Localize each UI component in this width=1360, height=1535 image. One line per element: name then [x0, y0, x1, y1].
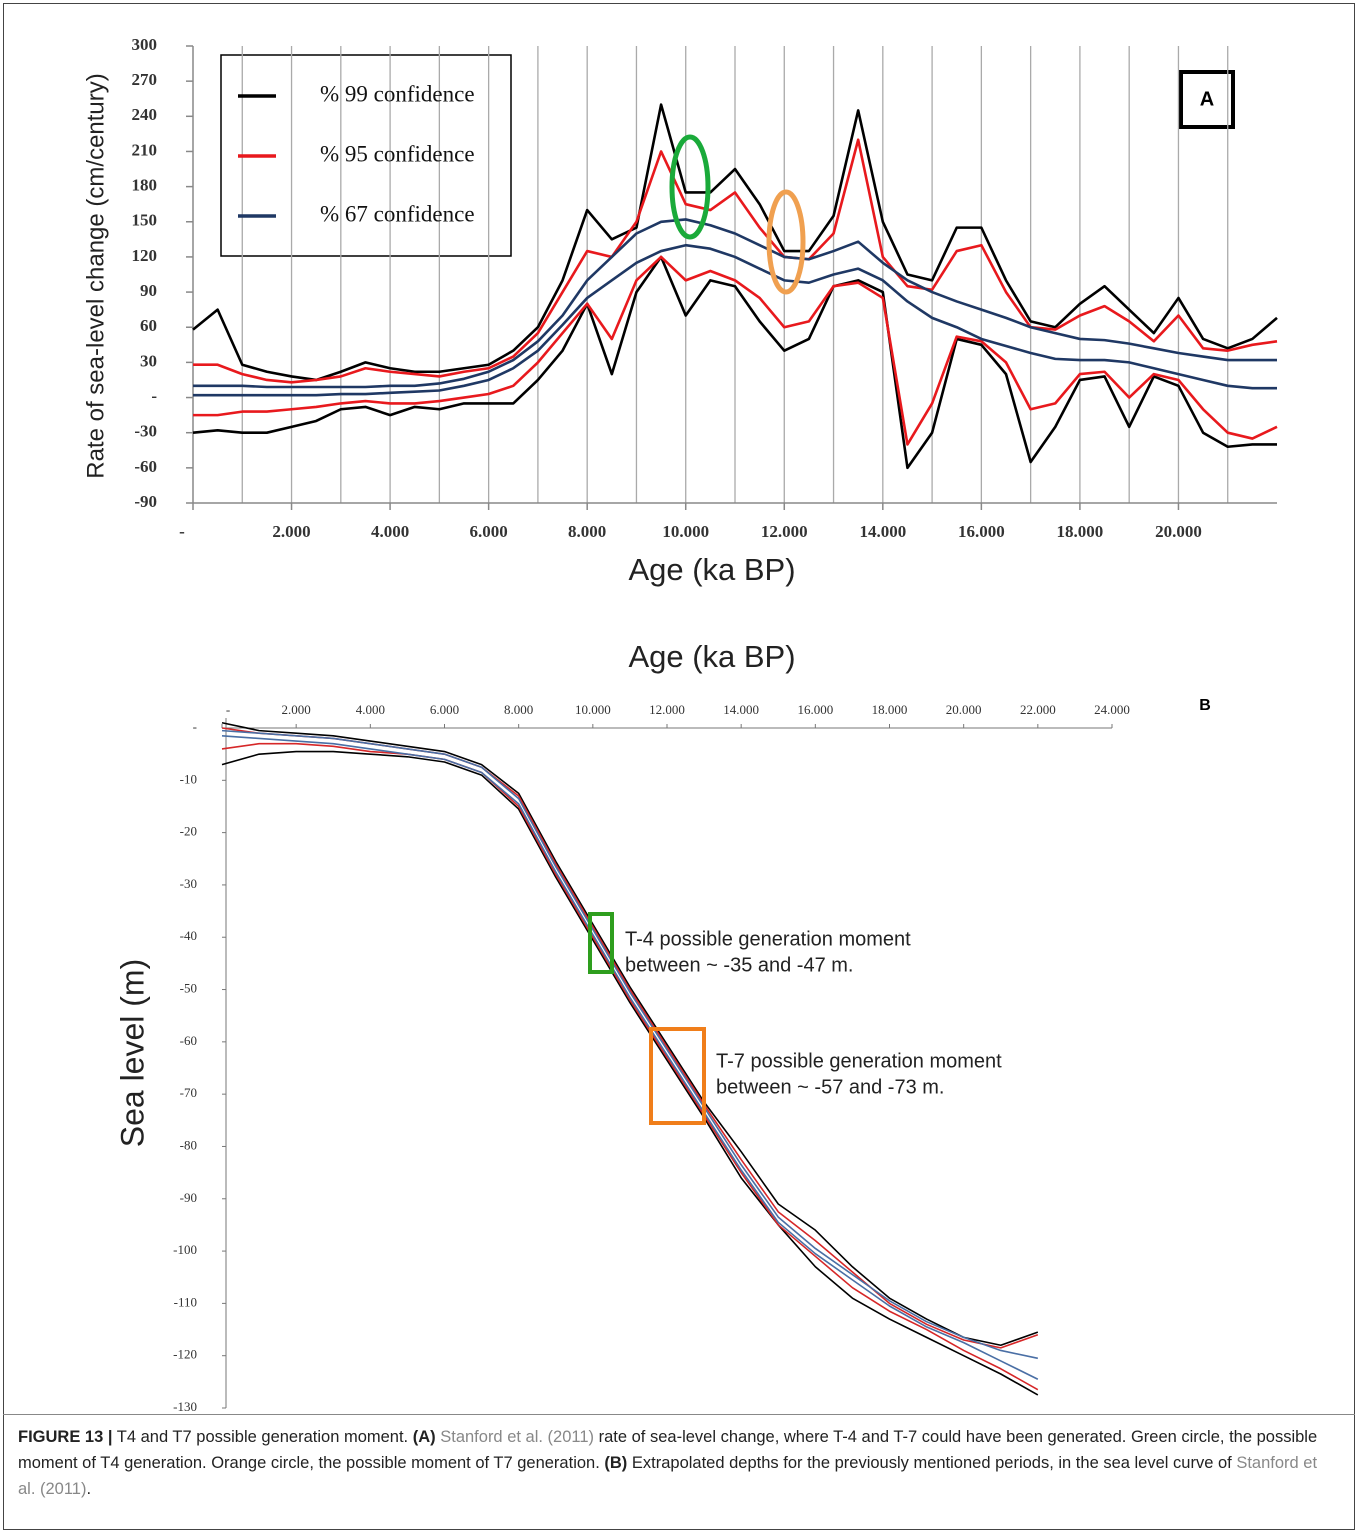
x-tick-label: 2.000	[272, 522, 310, 541]
annotation: between ~ -57 and -73 m.	[716, 1076, 944, 1098]
x-tick-label: 6.000	[430, 702, 459, 717]
y-tick-label: 60	[140, 316, 157, 335]
y-tick-label: 210	[132, 140, 158, 159]
series-line	[193, 138, 1278, 384]
x-tick-label: 18.000	[872, 702, 908, 717]
figure-frame	[3, 3, 1355, 1530]
annotation: T-7 possible generation moment	[716, 1050, 1002, 1072]
x-tick-label: 8.000	[568, 522, 606, 541]
x-tick-label: -	[226, 702, 230, 717]
caption-text: FIGURE 13 |	[18, 1428, 113, 1446]
y-tick-label: -10	[180, 771, 197, 786]
y-tick-label: -60	[134, 457, 157, 476]
x-tick-label: -	[179, 522, 185, 541]
highlight-box	[588, 912, 614, 974]
y-tick-label: -90	[180, 1190, 197, 1205]
y-tick-label: 300	[132, 35, 158, 54]
y-tick-label: -60	[180, 1033, 197, 1048]
figure: A Age (ka BP) Rate of sea-level change (…	[82, 35, 1278, 1412]
x-tick-label: 14.000	[723, 702, 759, 717]
y-tick-label: 30	[140, 351, 157, 370]
y-tick-label: 150	[132, 211, 158, 230]
caption-text: rate of sea-level change, where T-4 and …	[18, 1428, 1318, 1472]
annotation: T-4 possible generation moment	[625, 928, 911, 950]
chart-title: Age (ka BP)	[628, 639, 795, 674]
series-line	[221, 735, 1039, 1380]
y-axis-label: Sea level (m)	[114, 959, 150, 1148]
y-axis-label: Rate of sea-level change (cm/century)	[82, 73, 109, 479]
x-tick-label: 12.000	[649, 702, 685, 717]
y-tick-label: 240	[132, 105, 158, 124]
x-tick-label: 6.000	[470, 522, 508, 541]
y-tick-label: -120	[173, 1347, 197, 1362]
series-line	[193, 218, 1277, 389]
x-tick-label: 14.000	[859, 522, 906, 541]
y-tick-label: -30	[180, 876, 197, 891]
y-tick-label: 120	[132, 246, 158, 265]
series-line	[221, 729, 1038, 1360]
highlight-ellipse	[669, 134, 711, 240]
y-tick-label: -80	[180, 1137, 197, 1152]
x-tick-label: 16.000	[958, 522, 1005, 541]
divider	[3, 1414, 1355, 1415]
x-axis-label: Age (ka BP)	[628, 552, 795, 587]
y-tick-label: 270	[132, 70, 158, 89]
x-tick-label: 20.000	[946, 702, 982, 717]
x-tick-label: 10.000	[662, 522, 709, 541]
y-tick-label: -110	[174, 1294, 197, 1309]
caption-text: (B)	[604, 1454, 628, 1472]
caption: FIGURE 13 | T4 and T7 possible generatio…	[18, 1424, 1338, 1502]
x-tick-label: 4.000	[371, 522, 409, 541]
series-line	[193, 243, 1277, 397]
series-line	[193, 255, 1278, 446]
caption-text: Extrapolated depths for the previously m…	[627, 1454, 1237, 1472]
y-tick-label: -20	[180, 824, 197, 839]
series-line	[221, 721, 1039, 1347]
y-tick-label: -30	[134, 422, 157, 441]
x-tick-label: 24.000	[1094, 702, 1130, 717]
y-tick-label: 90	[140, 281, 157, 300]
y-tick-label: -90	[134, 492, 157, 511]
panel-label: A	[1200, 88, 1214, 110]
highlight-box	[649, 1027, 706, 1125]
caption-text: .	[86, 1480, 92, 1498]
y-tick-label: -130	[173, 1399, 197, 1412]
series-line	[221, 750, 1039, 1396]
x-tick-label: 2.000	[282, 702, 311, 717]
y-tick-label: -50	[180, 981, 197, 996]
x-tick-label: 16.000	[797, 702, 833, 717]
x-tick-label: 12.000	[761, 522, 808, 541]
caption-text[interactable]: Stanford et al. (2011)	[440, 1428, 595, 1446]
y-tick-label: 180	[132, 176, 158, 195]
legend-label: % 95 confidence	[320, 141, 475, 166]
x-tick-label: 4.000	[356, 702, 385, 717]
chart-b: - -10 -20 -30 -40 -50 -60 -70 -80 -90 -100 -110 -120…	[173, 702, 1130, 1412]
series-line	[192, 255, 1277, 470]
x-tick-label: 8.000	[504, 702, 533, 717]
y-tick-label: -70	[180, 1085, 197, 1100]
x-tick-label: 22.000	[1020, 702, 1056, 717]
chart-a: 300 270 240 210 180 150 120 90 60 30 - -30 -60 -90 - 2.…	[132, 35, 1278, 541]
y-tick-label: -	[193, 719, 197, 734]
legend-label: % 99 confidence	[320, 81, 475, 106]
caption-text[interactable]: Stanford et al. (2011)	[18, 1454, 1318, 1498]
x-tick-label: 18.000	[1057, 522, 1104, 541]
panel-label: B	[1199, 697, 1211, 714]
x-tick-label: 10.000	[575, 702, 611, 717]
y-tick-label: -100	[173, 1242, 197, 1257]
highlight-ellipse	[766, 189, 806, 295]
series-line	[221, 742, 1039, 1391]
caption-text: T4 and T7 possible generation moment.	[112, 1428, 413, 1446]
caption-text: (A)	[412, 1428, 436, 1446]
panel-label-box	[1179, 70, 1235, 129]
series-line	[221, 727, 1039, 1349]
series-line	[192, 103, 1278, 382]
x-tick-label: 20.000	[1155, 522, 1202, 541]
y-tick-label: -	[151, 386, 157, 405]
y-tick-label: -40	[180, 928, 197, 943]
legend-label: % 67 confidence	[320, 201, 475, 226]
annotation: between ~ -35 and -47 m.	[625, 954, 853, 976]
